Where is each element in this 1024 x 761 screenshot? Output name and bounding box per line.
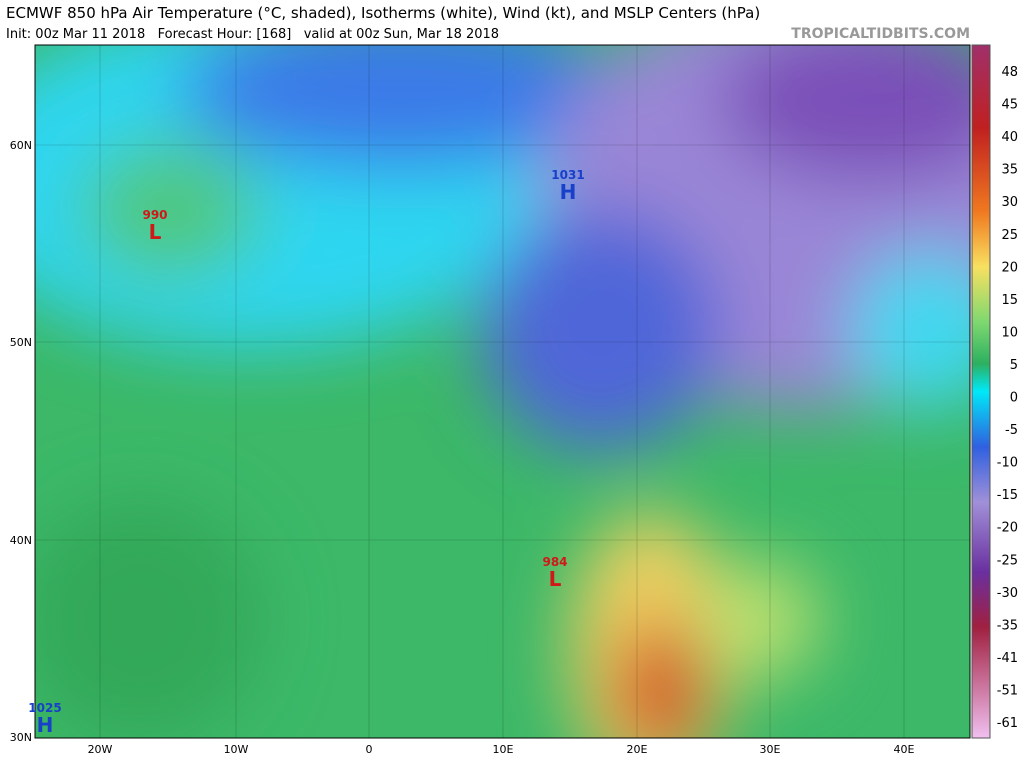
pressure-center: L [149, 220, 162, 244]
lat-label: 60N [10, 139, 32, 152]
colorbar-tick-label: -15 [997, 488, 1018, 503]
colorbar-tick-label: 0 [1010, 391, 1018, 406]
colorbar-tick-label: 48 [1001, 65, 1018, 80]
colorbar-tick-label: -30 [997, 586, 1018, 601]
colorbar-tick-label: -5 [1005, 423, 1018, 438]
colorbar-tick-label: 10 [1001, 325, 1018, 340]
colorbar-tick-label: 40 [1001, 130, 1018, 145]
lon-label: 10W [224, 743, 249, 756]
colorbar-tick-label: -25 [997, 553, 1018, 568]
lon-label: 20W [88, 743, 113, 756]
lon-label: 40E [894, 743, 915, 756]
map-frame [34, 44, 971, 739]
colorbar-tick-label: -61 [997, 716, 1018, 731]
colorbar-tick-label: 15 [1001, 293, 1018, 308]
colorbar-tick-label: -10 [997, 456, 1018, 471]
colorbar-tick-label: -51 [997, 683, 1018, 698]
colorbar-tick-label: 30 [1001, 195, 1018, 210]
colorbar-tick-label: 20 [1001, 260, 1018, 275]
colorbar-tick-label: 25 [1001, 228, 1018, 243]
lon-label: 0 [366, 743, 373, 756]
colorbar-tick-label: 35 [1001, 163, 1018, 178]
labels: 60N 50N 40N 30N 20W 10W 0 10E 20E 30E 40E 48 45 40 35 3… [10, 65, 1018, 756]
lat-label: 50N [10, 336, 32, 349]
pressure-center: H [37, 713, 54, 737]
lat-label: 40N [10, 534, 32, 547]
subtitle: Init: 00z Mar 11 2018 Forecast Hour: [16… [6, 27, 499, 42]
pressure-center: L [549, 567, 562, 591]
title: ECMWF 850 hPa Air Temperature (°C, shade… [6, 4, 760, 22]
lon-label: 30E [760, 743, 781, 756]
colorbar-tick-label: -35 [997, 618, 1018, 633]
pressure-center: H [560, 180, 577, 204]
pressure-value: 984 [542, 555, 567, 569]
colorbar-tick-label: 5 [1010, 358, 1018, 373]
colorbar-tick-label: -20 [997, 521, 1018, 536]
site-name: TROPICALTIDBITS.COM [791, 26, 970, 42]
pressure-value: 1025 [28, 701, 61, 715]
lon-label: 20E [627, 743, 648, 756]
colorbar-tick-label: -41 [997, 651, 1018, 666]
colorbar [971, 44, 991, 739]
pressure-value: 1031 [551, 168, 584, 182]
lon-label: 10E [493, 743, 514, 756]
pressure-value: 990 [142, 208, 167, 222]
colorbar-tick-label: 45 [1001, 98, 1018, 113]
lat-label: 30N [10, 731, 32, 744]
